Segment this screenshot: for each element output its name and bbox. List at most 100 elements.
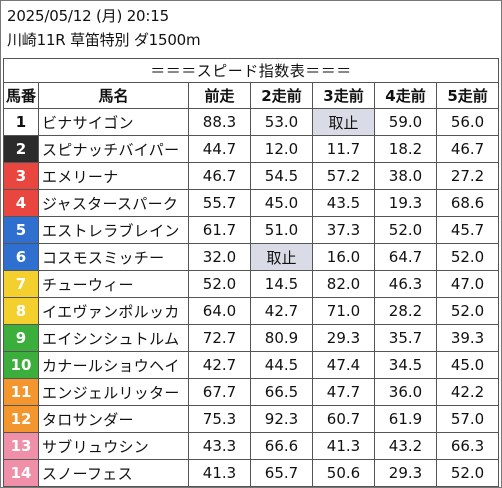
speed-index-cell: 80.9: [250, 324, 313, 352]
race-info: 川崎11R 草笛特別 ダ1500m: [7, 31, 201, 49]
table-row: 5 エストレラブレイン 61.7 51.0 37.3 52.0 45.7: [3, 216, 500, 244]
horse-name-cell: タロサンダー: [38, 405, 189, 433]
speed-index-cell: 45.7: [435, 216, 500, 244]
horse-number-cell: 1: [3, 108, 39, 136]
column-header-3-races-ago: 3走前: [312, 82, 375, 109]
speed-index-table: ＝＝＝スピード指数表＝＝＝ 馬番 馬名 前走 2走前 3走前 4走前 5走前 1…: [2, 58, 500, 487]
speed-index-cell: 44.7: [188, 135, 251, 163]
speed-index-cell: 14.5: [250, 270, 313, 298]
table-row: 13 サブリュウシン 43.3 66.6 41.3 43.2 66.3: [3, 432, 500, 460]
table-row: 1 ビナサイゴン 88.3 53.0 取止 59.0 56.0: [3, 108, 500, 136]
speed-index-cell: 46.7: [435, 135, 500, 163]
table-title: ＝＝＝スピード指数表＝＝＝: [2, 58, 500, 83]
table-row: 11 エンジェルリッター 67.7 66.5 47.7 36.0 42.2: [3, 378, 500, 406]
speed-index-cell: 52.0: [435, 297, 500, 325]
speed-index-cell: 38.0: [374, 162, 437, 190]
table-row: 6 コスモスミッチー 32.0 取止 16.0 64.7 52.0: [3, 243, 500, 271]
horse-name-cell: エンジェルリッター: [38, 378, 189, 406]
horse-number-cell: 13: [3, 432, 39, 460]
speed-index-cell: 45.0: [435, 351, 500, 379]
speed-index-cell: 50.6: [312, 459, 375, 487]
horse-name-cell: スノーフェス: [38, 459, 189, 487]
speed-index-cell: 19.3: [374, 189, 437, 217]
speed-index-cell: 36.0: [374, 378, 437, 406]
speed-index-cell: 28.2: [374, 297, 437, 325]
speed-index-cell: 54.5: [250, 162, 313, 190]
speed-index-cell: 29.3: [374, 459, 437, 487]
horse-number-cell: 9: [3, 324, 39, 352]
speed-index-cell: 56.0: [435, 108, 500, 136]
speed-index-cell: 39.3: [435, 324, 500, 352]
horse-name-cell: サブリュウシン: [38, 432, 189, 460]
horse-number-cell: 6: [3, 243, 39, 271]
speed-index-cell: 取止: [250, 243, 313, 271]
speed-index-cell: 68.6: [435, 189, 500, 217]
speed-index-cell: 11.7: [312, 135, 375, 163]
horse-name-cell: イエヴァンポルッカ: [38, 297, 189, 325]
horse-name-cell: カナールショウヘイ: [38, 351, 189, 379]
horse-number-cell: 5: [3, 216, 39, 244]
speed-index-cell: 51.0: [250, 216, 313, 244]
speed-index-cell: 57.2: [312, 162, 375, 190]
horse-name-cell: チューウィー: [38, 270, 189, 298]
table-row: 10 カナールショウヘイ 42.7 44.5 47.4 34.5 45.0: [3, 351, 500, 379]
speed-index-cell: 46.7: [188, 162, 251, 190]
speed-index-cell: 64.0: [188, 297, 251, 325]
column-header-row: 馬番 馬名 前走 2走前 3走前 4走前 5走前: [3, 82, 500, 109]
horse-name-cell: エメリーナ: [38, 162, 189, 190]
horse-number-cell: 7: [3, 270, 39, 298]
speed-index-cell: 32.0: [188, 243, 251, 271]
speed-index-cell: 61.7: [188, 216, 251, 244]
speed-index-cell: 42.7: [250, 297, 313, 325]
horse-number-cell: 3: [3, 162, 39, 190]
column-header-5-races-ago: 5走前: [435, 82, 500, 109]
speed-index-cell: 42.7: [188, 351, 251, 379]
table-row: 8 イエヴァンポルッカ 64.0 42.7 71.0 28.2 52.0: [3, 297, 500, 325]
race-datetime: 2025/05/12 (月) 20:15: [7, 7, 169, 25]
speed-index-cell: 52.0: [188, 270, 251, 298]
speed-index-cell: 45.0: [250, 189, 313, 217]
horse-number-cell: 8: [3, 297, 39, 325]
speed-index-cell: 35.7: [374, 324, 437, 352]
speed-index-cell: 53.0: [250, 108, 313, 136]
speed-index-cell: 72.7: [188, 324, 251, 352]
speed-index-cell: 16.0: [312, 243, 375, 271]
table-row: 4 ジャスタースパーク 55.7 45.0 43.5 19.3 68.6: [3, 189, 500, 217]
column-header-last-race: 前走: [188, 82, 251, 109]
column-header-number: 馬番: [3, 82, 39, 109]
horse-number-cell: 14: [3, 459, 39, 487]
speed-index-cell: 66.5: [250, 378, 313, 406]
speed-index-cell: 12.0: [250, 135, 313, 163]
speed-index-cell: 29.3: [312, 324, 375, 352]
table-row: 7 チューウィー 52.0 14.5 82.0 46.3 47.0: [3, 270, 500, 298]
table-title-row: ＝＝＝スピード指数表＝＝＝: [2, 58, 500, 83]
horse-name-cell: ビナサイゴン: [38, 108, 189, 136]
speed-index-cell: 55.7: [188, 189, 251, 217]
table-row: 3 エメリーナ 46.7 54.5 57.2 38.0 27.2: [3, 162, 500, 190]
speed-index-cell: 47.0: [435, 270, 500, 298]
horse-name-cell: スピナッチバイパー: [38, 135, 189, 163]
speed-index-cell: 64.7: [374, 243, 437, 271]
speed-index-cell: 65.7: [250, 459, 313, 487]
speed-index-cell: 66.6: [250, 432, 313, 460]
column-header-horse-name: 馬名: [38, 82, 189, 109]
table-row: 12 タロサンダー 75.3 92.3 60.7 61.9 57.0: [3, 405, 500, 433]
speed-index-cell: 46.3: [374, 270, 437, 298]
horse-number-cell: 12: [3, 405, 39, 433]
speed-index-cell: 92.3: [250, 405, 313, 433]
speed-index-cell: 57.0: [435, 405, 500, 433]
speed-index-cell: 67.7: [188, 378, 251, 406]
speed-index-cell: 60.7: [312, 405, 375, 433]
horse-number-cell: 10: [3, 351, 39, 379]
horse-name-cell: コスモスミッチー: [38, 243, 189, 271]
horse-name-cell: エストレラブレイン: [38, 216, 189, 244]
horse-name-cell: エイシンシュトルム: [38, 324, 189, 352]
speed-index-cell: 82.0: [312, 270, 375, 298]
table-row: 9 エイシンシュトルム 72.7 80.9 29.3 35.7 39.3: [3, 324, 500, 352]
speed-index-cell: 75.3: [188, 405, 251, 433]
horse-number-cell: 2: [3, 135, 39, 163]
column-header-2-races-ago: 2走前: [250, 82, 313, 109]
speed-index-cell: 取止: [312, 108, 375, 136]
speed-index-cell: 27.2: [435, 162, 500, 190]
